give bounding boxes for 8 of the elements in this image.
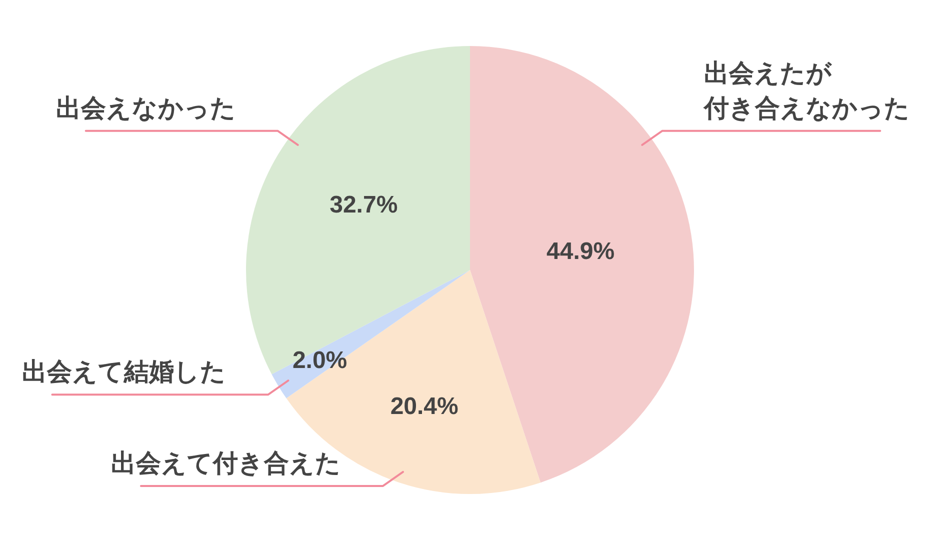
slice-label: 出会えて付き合えた: [110, 449, 341, 478]
data-label: 32.7%: [330, 191, 398, 218]
data-label: 44.9%: [546, 238, 615, 265]
slice-label: 出会えたが付き合えなかった: [703, 59, 910, 122]
data-label: 20.4%: [390, 393, 458, 420]
slice-label: 出会えなかった: [56, 94, 236, 122]
slice-label: 出会えて結婚した: [22, 358, 226, 386]
data-label: 2.0%: [292, 347, 348, 374]
